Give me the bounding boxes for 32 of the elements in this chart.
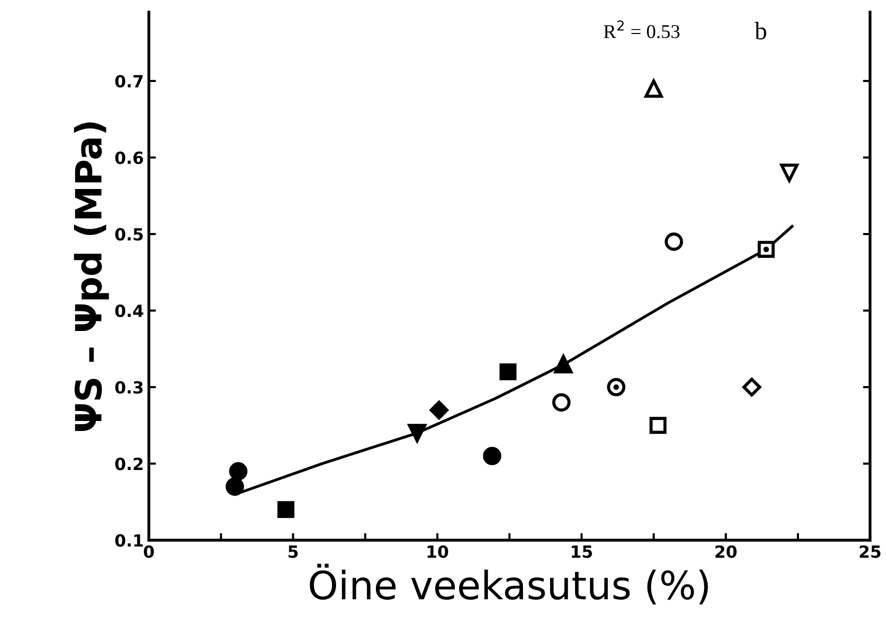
point: [277, 501, 294, 518]
x-tick-label: 5: [288, 546, 298, 558]
point: [780, 164, 798, 182]
annotation: b: [754, 22, 766, 40]
point: [482, 446, 502, 466]
x-axis-title: Öine veekasutus (%): [310, 564, 708, 604]
point: [650, 416, 666, 434]
point: [229, 462, 248, 480]
y-tick-label: 0.3: [115, 381, 143, 394]
x-tick-label: 10: [428, 545, 448, 558]
x-tick-label: 15: [572, 546, 592, 558]
point: [430, 400, 448, 420]
x-tick-label: 0: [144, 545, 154, 558]
y-tick-label: 0.7: [115, 74, 143, 88]
point: [664, 232, 684, 251]
x-tick-label: 20: [716, 545, 737, 558]
point: [226, 477, 244, 496]
y-tick-label: 0.6: [115, 151, 144, 164]
annotation: R$^{2}$ = 0.53: [604, 20, 680, 38]
point: [644, 79, 663, 98]
x-tick-label: 25: [860, 545, 880, 558]
y-tick-label: 0.5: [115, 228, 143, 241]
y-tick-label: 0.4: [115, 304, 144, 318]
point: [607, 378, 626, 396]
y-tick-label: 0.1: [115, 534, 143, 547]
point: [742, 378, 762, 396]
point: [552, 393, 571, 412]
point: [408, 424, 426, 442]
point: [500, 363, 516, 380]
y-axis-title: ΨS – Ψpd (MPa): [74, 122, 109, 431]
point: [554, 354, 573, 374]
y-tick-label: 0.2: [115, 458, 143, 470]
